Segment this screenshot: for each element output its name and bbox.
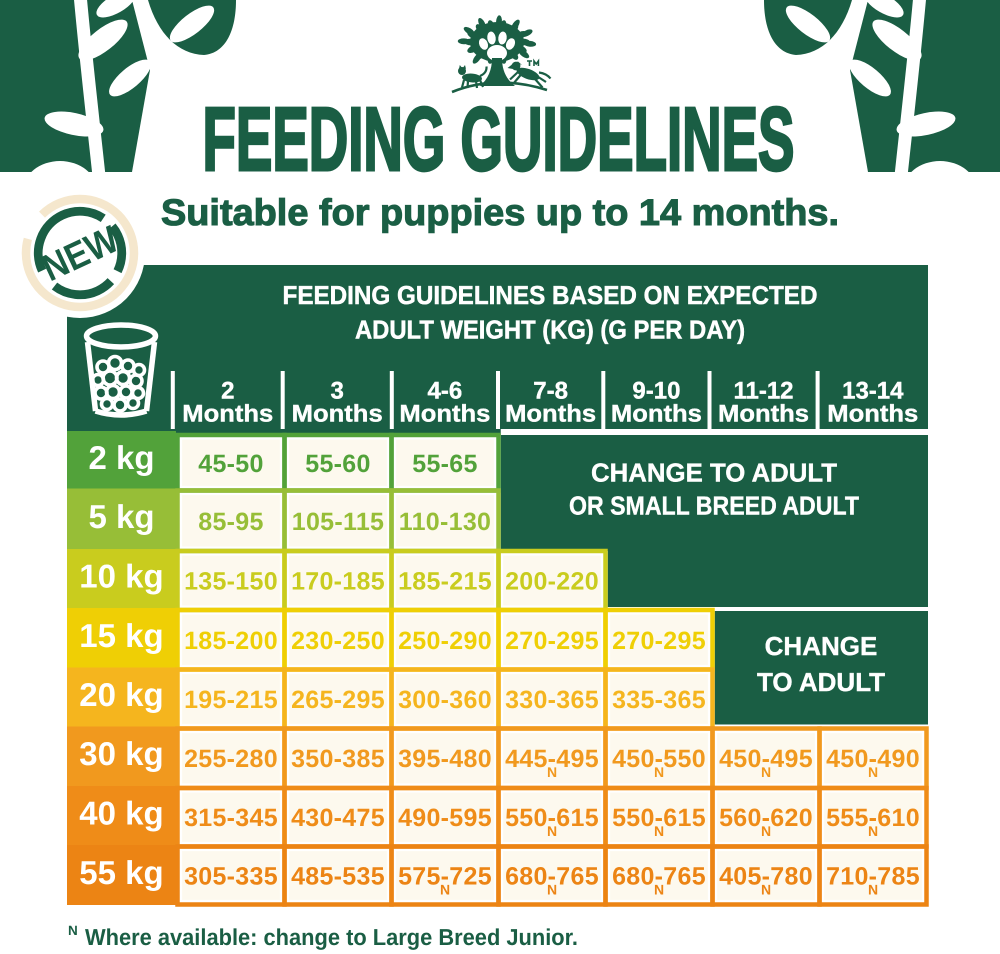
svg-text:315-345: 315-345 [184,804,278,832]
svg-text:Months: Months [182,401,273,428]
svg-text:4-6: 4-6 [428,378,463,405]
svg-text:555-610: 555-610 [826,804,920,832]
svg-text:11-12: 11-12 [733,378,793,405]
svg-text:3: 3 [331,378,344,405]
svg-text:350-385: 350-385 [291,745,385,773]
svg-text:170-185: 170-185 [291,568,385,596]
svg-text:Months: Months [505,401,596,428]
svg-text:265-295: 265-295 [291,686,385,714]
svg-text:305-335: 305-335 [184,863,278,891]
svg-text:CHANGE: CHANGE [765,631,878,661]
svg-text:2: 2 [221,378,234,405]
svg-text:445-495: 445-495 [505,745,599,773]
svg-text:40 kg: 40 kg [79,795,163,832]
svg-text:N: N [547,764,557,780]
svg-text:395-480: 395-480 [398,745,492,773]
svg-text:20 kg: 20 kg [79,676,163,713]
svg-text:7-8: 7-8 [533,378,568,405]
svg-text:575-725: 575-725 [398,863,492,891]
svg-text:Months: Months [827,401,918,428]
svg-text:85-95: 85-95 [198,508,263,536]
svg-text:105-115: 105-115 [292,508,384,536]
svg-text:135-150: 135-150 [184,568,278,596]
svg-text:13-14: 13-14 [842,378,904,405]
svg-text:N: N [868,823,878,839]
svg-text:5 kg: 5 kg [88,498,154,535]
svg-text:TO ADULT: TO ADULT [757,667,885,697]
svg-text:485-535: 485-535 [291,863,385,891]
svg-text:270-295: 270-295 [505,627,599,655]
svg-text:N: N [868,764,878,780]
svg-text:Suitable for puppies up to 14: Suitable for puppies up to 14 months. [161,192,839,233]
svg-text:CHANGE TO ADULT: CHANGE TO ADULT [591,458,837,488]
svg-text:15 kg: 15 kg [79,617,163,654]
svg-text:FEEDING GUIDELINES BASED ON EX: FEEDING GUIDELINES BASED ON EXPECTED [283,280,818,310]
svg-text:550-615: 550-615 [505,804,599,832]
svg-text:680-765: 680-765 [612,863,706,891]
svg-text:N: N [761,764,771,780]
svg-text:FEEDING GUIDELINES: FEEDING GUIDELINES [203,90,795,190]
svg-text:N: N [654,881,664,897]
svg-text:185-200: 185-200 [184,627,278,655]
svg-text:550-615: 550-615 [612,804,706,832]
svg-text:9-10: 9-10 [632,378,680,405]
svg-text:N: N [654,823,664,839]
svg-text:335-365: 335-365 [612,686,706,714]
svg-text:10 kg: 10 kg [79,558,163,595]
svg-text:430-475: 430-475 [291,804,385,832]
svg-text:195-215: 195-215 [184,686,278,714]
svg-text:270-295: 270-295 [612,627,706,655]
svg-text:185-215: 185-215 [398,568,492,596]
svg-text:55 kg: 55 kg [79,854,163,891]
svg-text:N: N [440,881,450,897]
svg-text:560-620: 560-620 [719,804,813,832]
svg-text:N: N [761,881,771,897]
svg-text:55-65: 55-65 [412,450,477,478]
svg-text:450-490: 450-490 [826,745,920,773]
svg-text:Months: Months [292,401,383,428]
svg-text:N: N [68,923,78,938]
svg-text:710-785: 710-785 [826,863,920,891]
svg-text:30 kg: 30 kg [79,735,163,772]
svg-text:255-280: 255-280 [184,745,278,773]
svg-text:45-50: 45-50 [198,450,263,478]
svg-text:N: N [654,764,664,780]
svg-text:N: N [547,881,557,897]
svg-text:250-290: 250-290 [398,627,492,655]
svg-text:300-360: 300-360 [398,686,492,714]
svg-text:OR SMALL BREED ADULT: OR SMALL BREED ADULT [569,491,859,521]
svg-text:Where available: change to Lar: Where available: change to Large Breed J… [85,924,578,950]
svg-text:330-365: 330-365 [505,686,599,714]
svg-text:Months: Months [718,401,809,428]
svg-text:450-550: 450-550 [612,745,706,773]
svg-text:2 kg: 2 kg [88,439,154,476]
svg-text:200-220: 200-220 [505,568,599,596]
svg-text:680-765: 680-765 [505,863,599,891]
svg-text:Months: Months [611,401,702,428]
svg-text:N: N [868,881,878,897]
svg-text:Months: Months [399,401,490,428]
svg-text:55-60: 55-60 [305,450,370,478]
svg-text:230-250: 230-250 [291,627,385,655]
svg-text:110-130: 110-130 [399,508,491,536]
svg-text:450-495: 450-495 [719,745,813,773]
svg-text:490-595: 490-595 [398,804,492,832]
svg-text:ADULT WEIGHT (KG) (G PER DAY): ADULT WEIGHT (KG) (G PER DAY) [355,315,745,345]
svg-text:N: N [547,823,557,839]
svg-text:405-780: 405-780 [719,863,813,891]
svg-text:N: N [761,823,771,839]
